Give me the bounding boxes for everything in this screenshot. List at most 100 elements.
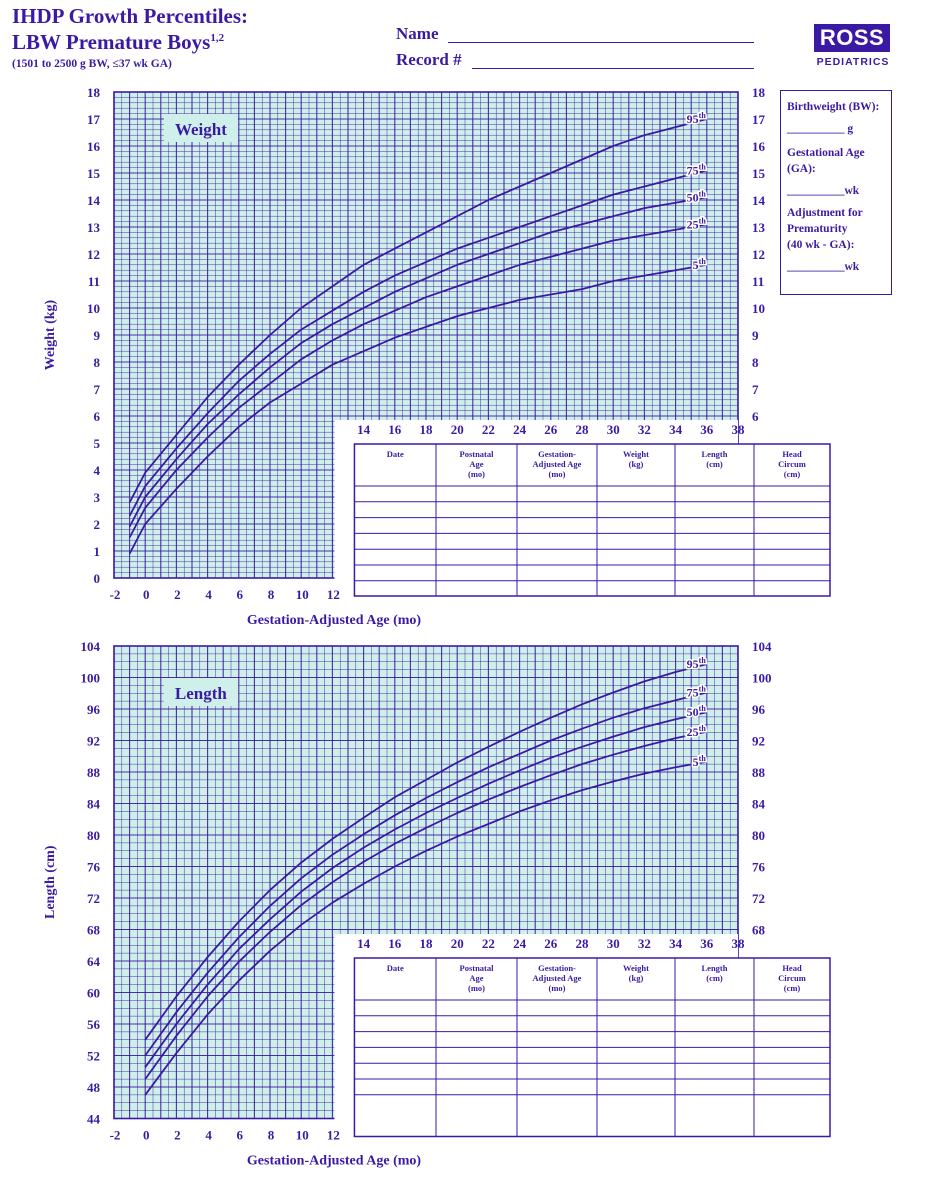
population-note: (1501 to 2500 g BW, ≤37 wk GA) xyxy=(12,58,172,70)
x-tick-label-upper: 30 xyxy=(607,936,620,951)
y-tick-label-right: 68 xyxy=(752,923,766,938)
x-tick-label-upper: 34 xyxy=(669,422,683,437)
record-table xyxy=(353,443,831,597)
y-tick-label: 13 xyxy=(87,220,101,235)
y-tick-label-right: 84 xyxy=(752,797,766,812)
percentile-curve xyxy=(128,223,707,538)
ga-label: Gestational Age xyxy=(787,147,865,159)
table-header-text: Adjusted Age xyxy=(533,973,582,983)
chart-title-bg xyxy=(163,114,238,142)
adj-field[interactable]: __________wk xyxy=(787,261,860,273)
y-tick-label-right: 9 xyxy=(752,328,759,343)
table-header-text: Head xyxy=(782,449,802,459)
x-tick-label-upper: 16 xyxy=(388,936,402,951)
y-tick-label-right: 13 xyxy=(752,220,766,235)
y-tick-label-right: 12 xyxy=(752,247,765,262)
y-tick-label: 18 xyxy=(87,85,101,100)
y-tick-label-right: 96 xyxy=(752,702,766,717)
x-tick-label: 8 xyxy=(268,587,275,602)
y-tick-label: 12 xyxy=(87,247,100,262)
x-tick-label: -2 xyxy=(110,587,121,602)
x-axis-title: Gestation-Adjusted Age (mo) xyxy=(247,1154,422,1169)
name-label: Name xyxy=(396,24,439,43)
y-tick-label-right: 88 xyxy=(752,765,766,780)
y-tick-label-right: 104 xyxy=(752,639,772,654)
name-field[interactable] xyxy=(448,42,754,43)
table-header-text: (kg) xyxy=(629,459,644,469)
percentile-curve xyxy=(128,263,707,555)
y-tick-label: 84 xyxy=(87,797,101,812)
percentile-curve xyxy=(144,760,707,1096)
y-tick-label: 8 xyxy=(94,355,101,370)
x-tick-label-upper: 36 xyxy=(700,936,714,951)
y-tick-label: 76 xyxy=(87,860,101,875)
x-tick-label: 6 xyxy=(237,587,244,602)
y-tick-label: 11 xyxy=(88,274,100,289)
x-tick-label: 2 xyxy=(174,587,181,602)
ross-logo: ROSS xyxy=(814,24,890,52)
y-tick-label-right: 18 xyxy=(752,85,766,100)
y-tick-label-right: 92 xyxy=(752,734,765,749)
title-text: LBW Premature Boys xyxy=(12,30,211,54)
y-tick-label: 60 xyxy=(87,986,100,1001)
table-header-text: Circum xyxy=(778,459,806,469)
percentile-curve xyxy=(128,196,707,528)
y-tick-label: 14 xyxy=(87,193,101,208)
percentile-suffix: th xyxy=(699,257,707,266)
x-tick-label: 0 xyxy=(143,1128,150,1143)
x-tick-label-upper: 32 xyxy=(638,936,651,951)
y-tick-label: 10 xyxy=(87,301,100,316)
x-tick-label: 10 xyxy=(296,587,309,602)
x-tick-label-upper: 20 xyxy=(451,422,464,437)
y-tick-label: 72 xyxy=(87,891,100,906)
x-tick-label: 6 xyxy=(237,1128,244,1143)
x-tick-label-upper: 14 xyxy=(357,936,371,951)
percentile-curve xyxy=(128,118,708,503)
table-header-text: Age xyxy=(469,459,483,469)
table-header-text: Gestation- xyxy=(538,449,576,459)
y-tick-label-right: 76 xyxy=(752,860,766,875)
percentile-suffix: th xyxy=(699,189,707,198)
table-header-text: Head xyxy=(782,963,802,973)
y-tick-label: 5 xyxy=(94,436,101,451)
y-tick-label: 6 xyxy=(94,409,101,424)
chart-title-bg xyxy=(163,678,238,706)
table-header-text: Date xyxy=(387,449,404,459)
y-tick-label-right: 15 xyxy=(752,166,766,181)
x-tick-label-upper: 24 xyxy=(513,422,527,437)
x-tick-label-upper: 30 xyxy=(607,422,620,437)
y-tick-label: 96 xyxy=(87,702,101,717)
y-tick-label: 64 xyxy=(87,954,101,969)
table-header-text: (cm) xyxy=(706,973,723,983)
x-tick-label: 2 xyxy=(174,1128,181,1143)
y-axis-title: Length (cm) xyxy=(43,845,58,919)
x-tick-label-upper: 26 xyxy=(544,422,558,437)
table-header-text: (mo) xyxy=(468,469,485,479)
bw-field[interactable]: __________ g xyxy=(787,123,854,135)
percentile-suffix: th xyxy=(699,656,707,665)
y-tick-label-right: 17 xyxy=(752,112,766,127)
y-tick-label-right: 100 xyxy=(752,671,772,686)
table-header-text: (cm) xyxy=(784,983,801,993)
table-header-text: Postnatal xyxy=(460,963,495,973)
ga-field[interactable]: __________wk xyxy=(787,185,860,197)
x-tick-label-upper: 32 xyxy=(638,422,651,437)
x-tick-label-upper: 20 xyxy=(451,936,464,951)
percentile-suffix: th xyxy=(699,111,707,120)
page-subtitle: LBW Premature Boys1,2 xyxy=(12,30,224,55)
y-tick-label: 17 xyxy=(87,112,101,127)
record-field[interactable] xyxy=(472,68,754,69)
percentile-suffix: th xyxy=(699,684,707,693)
y-axis-title: Weight (kg) xyxy=(43,299,58,370)
ga-label-2: (GA): xyxy=(787,163,816,175)
y-tick-label-right: 16 xyxy=(752,139,766,154)
percentile-label: 95th xyxy=(687,111,707,126)
record-label: Record # xyxy=(396,50,462,69)
y-tick-label-right: 11 xyxy=(752,274,764,289)
table-header-text: Weight xyxy=(623,963,649,973)
y-tick-label: 48 xyxy=(87,1080,101,1095)
x-tick-label-upper: 14 xyxy=(357,422,371,437)
y-tick-label: 56 xyxy=(87,1017,101,1032)
y-tick-label: 0 xyxy=(94,571,101,586)
